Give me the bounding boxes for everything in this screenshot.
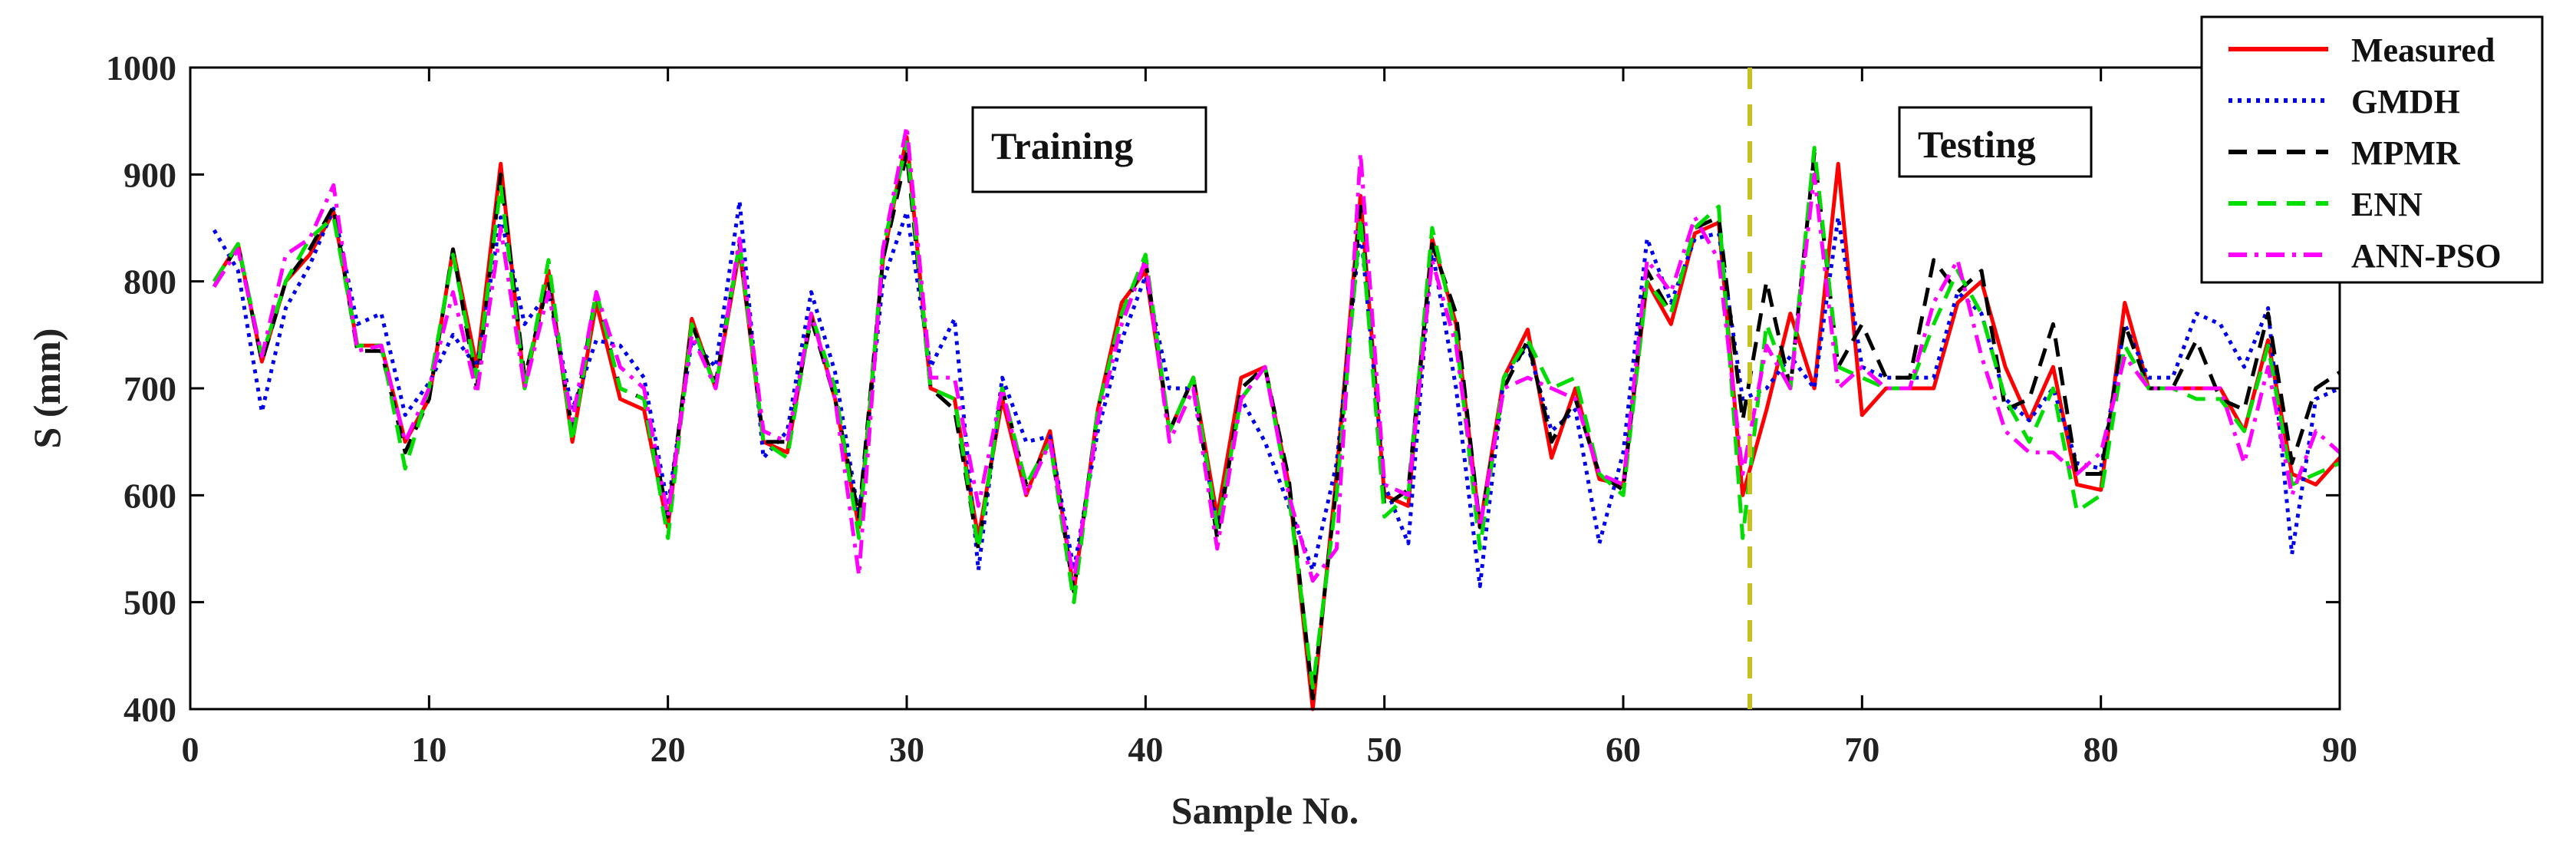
legend-label-gmdh: GMDH — [2351, 83, 2460, 120]
y-tick-label: 600 — [124, 476, 176, 515]
y-tick-label: 400 — [124, 690, 176, 729]
y-tick-label: 900 — [124, 155, 176, 194]
legend-label-enn: ENN — [2351, 186, 2423, 223]
training-box: Training — [971, 106, 1207, 193]
x-tick-label: 40 — [1128, 730, 1163, 769]
legend-label-measured: Measured — [2351, 31, 2495, 69]
x-tick-label: 10 — [411, 730, 446, 769]
x-tick-label: 90 — [2322, 730, 2357, 769]
x-tick-label: 20 — [651, 730, 686, 769]
series-line-ann-pso — [212, 124, 2341, 583]
axis-ticks: 0 10 20 30 40 50 60 70 80 90 400 500 600 700 800 900 100… — [106, 48, 2357, 769]
y-tick-label: 800 — [124, 262, 176, 302]
x-tick-label: 60 — [1606, 730, 1641, 769]
testing-label: Testing — [1918, 123, 2036, 166]
x-tick-label: 70 — [1844, 730, 1879, 769]
legend-label-ann-pso: ANN-PSO — [2351, 237, 2502, 275]
x-tick-label: 30 — [889, 730, 924, 769]
legend-label-mpmr: MPMR — [2351, 134, 2461, 172]
x-tick-label: 80 — [2084, 730, 2119, 769]
x-axis-title: Sample No. — [1171, 789, 1359, 832]
y-tick-label: 1000 — [106, 48, 176, 87]
testing-box: Testing — [1898, 106, 2093, 178]
series-line-enn — [212, 140, 2341, 690]
y-tick-label: 500 — [124, 583, 176, 622]
x-tick-label: 0 — [182, 730, 199, 769]
legend: Measured GMDH MPMR ENN ANN-PSO — [2200, 15, 2544, 284]
training-label: Training — [991, 124, 1133, 167]
x-tick-label: 50 — [1367, 730, 1402, 769]
series-line-gmdh — [212, 199, 2341, 589]
y-axis-title: S (mm) — [25, 328, 68, 449]
series-lines — [212, 124, 2341, 711]
y-tick-label: 700 — [124, 369, 176, 408]
